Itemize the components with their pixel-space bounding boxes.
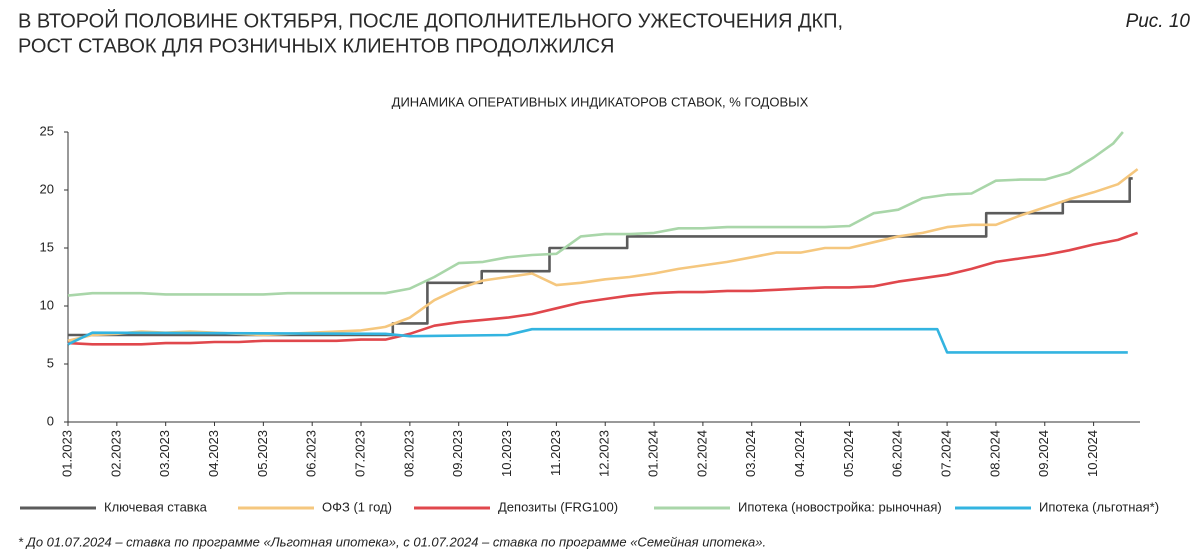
x-tick-label: 09.2024 bbox=[1036, 430, 1051, 477]
x-tick-label: 01.2024 bbox=[645, 430, 660, 477]
series-line bbox=[67, 131, 1124, 297]
x-tick-label: 02.2024 bbox=[694, 430, 709, 477]
x-tick-label: 08.2024 bbox=[987, 430, 1002, 477]
x-tick-label: 09.2023 bbox=[450, 430, 465, 477]
x-tick-label: 03.2023 bbox=[157, 430, 172, 477]
chart-subtitle: ДИНАМИКА ОПЕРАТИВНЫХ ИНДИКАТОРОВ СТАВОК,… bbox=[392, 94, 809, 109]
x-tick-label: 12.2023 bbox=[597, 430, 612, 477]
x-tick-label: 10.2023 bbox=[499, 430, 514, 477]
x-tick-label: 02.2023 bbox=[108, 430, 123, 477]
x-tick-label: 11.2023 bbox=[548, 430, 563, 476]
chart-title: В ВТОРОЙ ПОЛОВИНЕ ОКТЯБРЯ, ПОСЛЕ ДОПОЛНИ… bbox=[18, 8, 843, 32]
x-tick-label: 06.2023 bbox=[304, 430, 319, 477]
y-tick-label: 15 bbox=[40, 239, 54, 254]
series-line bbox=[67, 168, 1139, 343]
y-tick-label: 0 bbox=[47, 413, 54, 428]
legend-label: Ипотека (новостройка: рыночная) bbox=[738, 499, 942, 514]
x-tick-label: 03.2024 bbox=[743, 430, 758, 477]
x-tick-label: 04.2024 bbox=[792, 430, 807, 477]
legend-label: Ключевая ставка bbox=[104, 499, 208, 514]
footnote: * До 01.07.2024 – ставка по программе «Л… bbox=[18, 534, 766, 549]
legend-label: Депозиты (FRG100) bbox=[498, 499, 618, 514]
x-tick-label: 10.2024 bbox=[1085, 430, 1100, 477]
legend-label: Ипотека (льготная*) bbox=[1039, 499, 1159, 514]
figure-label: Рис. 10 bbox=[1126, 11, 1191, 32]
y-tick-label: 5 bbox=[47, 355, 54, 370]
x-tick-label: 05.2024 bbox=[841, 430, 856, 477]
legend-label: ОФЗ (1 год) bbox=[322, 499, 392, 514]
series-line bbox=[68, 177, 1133, 337]
chart-title: РОСТ СТАВОК ДЛЯ РОЗНИЧНЫХ КЛИЕНТОВ ПРОДО… bbox=[18, 35, 614, 57]
y-tick-label: 20 bbox=[40, 181, 54, 196]
x-tick-label: 08.2023 bbox=[401, 430, 416, 477]
series-line bbox=[67, 327, 1128, 354]
x-tick-label: 05.2023 bbox=[255, 430, 270, 477]
x-tick-label: 07.2023 bbox=[352, 430, 367, 477]
y-tick-label: 10 bbox=[40, 297, 54, 312]
x-tick-label: 01.2023 bbox=[59, 430, 74, 477]
x-tick-label: 04.2023 bbox=[206, 430, 221, 477]
x-tick-label: 07.2024 bbox=[939, 430, 954, 477]
x-tick-label: 06.2024 bbox=[890, 430, 905, 477]
series-line bbox=[67, 231, 1139, 346]
y-tick-label: 25 bbox=[40, 123, 54, 138]
